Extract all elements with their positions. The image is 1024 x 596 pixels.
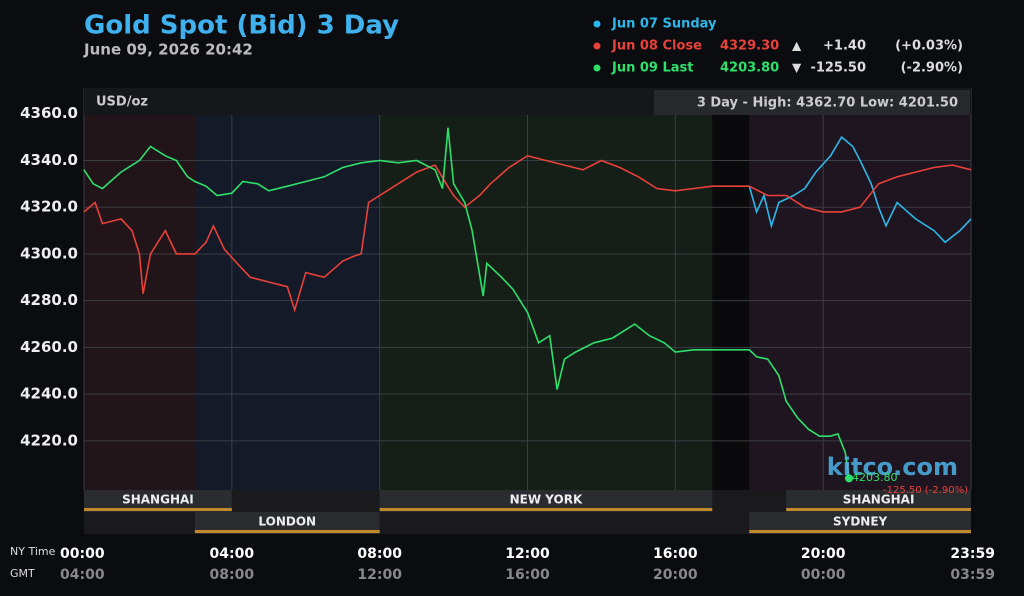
session-label: SHANGHAI	[843, 493, 915, 507]
legend-price: 4329.30	[720, 39, 779, 54]
y-tick-label: 4240.0	[20, 385, 78, 403]
session-bar	[749, 512, 971, 534]
session-line	[194, 530, 380, 533]
session-bar	[379, 490, 713, 512]
session-line	[749, 530, 971, 533]
legend-marker	[593, 20, 601, 28]
x-tick-label: 16:00	[653, 546, 698, 562]
end-change: -125.50 (-2.90%)	[883, 485, 968, 496]
y-tick-label: 4360.0	[20, 104, 78, 122]
end-label: 4203.80	[852, 471, 898, 484]
x-tick-label: 12:00	[505, 546, 550, 562]
session-line	[786, 508, 971, 511]
legend-arrow: ▼	[792, 61, 802, 75]
legend-change: -125.50	[810, 61, 866, 76]
legend-marker	[593, 64, 601, 72]
session-label: LONDON	[258, 515, 316, 529]
session-label: NEW YORK	[510, 493, 583, 507]
session-bar	[786, 490, 971, 512]
x2-tick-label: 08:00	[210, 567, 255, 583]
x-tick-label: 08:00	[357, 546, 402, 562]
legend-change-pct: (+0.03%)	[895, 39, 963, 54]
y-tick-label: 4260.0	[20, 338, 78, 356]
legend-change-pct: (-2.90%)	[901, 61, 963, 76]
y-tick-label: 4280.0	[20, 291, 78, 309]
legend-price: 4203.80	[720, 61, 779, 76]
session-bar	[194, 512, 380, 534]
session-label: SYDNEY	[833, 515, 888, 529]
series-line	[83, 127, 850, 479]
legend-label: Jun 07 Sunday	[611, 17, 717, 32]
legend-label: Jun 08 Close	[611, 39, 702, 54]
legend-arrow: ▲	[792, 39, 802, 53]
x-tick-label: 23:59	[950, 546, 995, 562]
session-bar	[84, 490, 232, 512]
y-tick-label: 4300.0	[20, 244, 78, 262]
range-box	[654, 90, 970, 115]
legend-label: Jun 09 Last	[611, 61, 694, 76]
y-tick-label: 4220.0	[20, 431, 78, 449]
y-tick-label: 4340.0	[20, 151, 78, 169]
x-tick-label: 04:00	[210, 546, 255, 562]
x-tick-label: 00:00	[60, 546, 105, 562]
session-shade	[379, 88, 713, 490]
x-axis-label: NY Time	[10, 545, 56, 558]
chart-title: Gold Spot (Bid) 3 Day	[84, 11, 399, 41]
x2-axis-label: GMT	[10, 567, 35, 580]
legend-marker	[593, 42, 601, 50]
x2-tick-label: 04:00	[60, 567, 105, 583]
range-label: 3 Day - High: 4362.70 Low: 4201.50	[697, 96, 958, 111]
x2-tick-label: 20:00	[653, 567, 698, 583]
session-label: SHANGHAI	[122, 493, 194, 507]
series-line	[83, 154, 972, 313]
series-line	[748, 135, 972, 244]
session-line	[84, 508, 232, 511]
x2-tick-label: 03:59	[950, 567, 995, 583]
x2-tick-label: 16:00	[505, 567, 550, 583]
session-shade	[749, 88, 971, 490]
x2-tick-label: 12:00	[357, 567, 402, 583]
last-point	[845, 474, 854, 483]
x-tick-label: 20:00	[801, 546, 846, 562]
session-line	[379, 508, 713, 511]
y-tick-label: 4320.0	[20, 198, 78, 216]
legend-change: +1.40	[823, 39, 866, 54]
x2-tick-label: 00:00	[801, 567, 846, 583]
chart-subtitle: June 09, 2026 20:42	[83, 41, 253, 59]
unit-label: USD/oz	[96, 95, 148, 110]
